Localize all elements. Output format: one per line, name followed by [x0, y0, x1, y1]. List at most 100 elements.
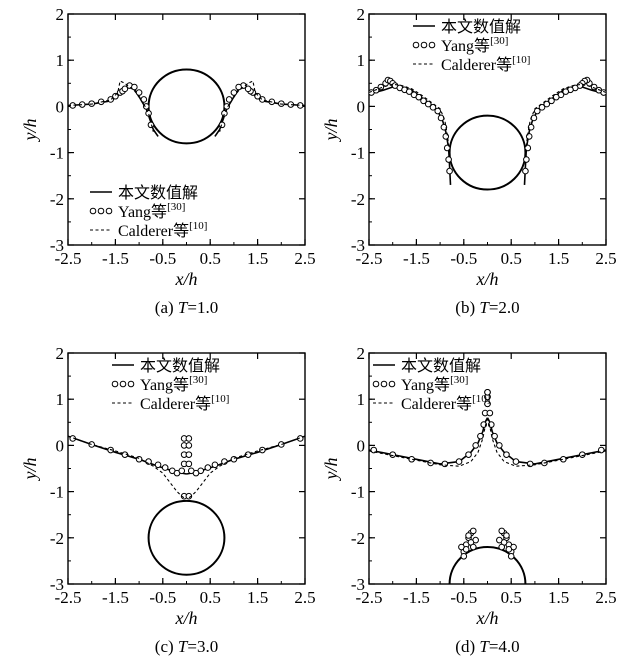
- chart-b-legend-label-0: 本文数值解: [441, 18, 521, 36]
- chart-c-plot-area: [68, 435, 305, 576]
- chart-a-legend-marker-1: [105, 207, 113, 215]
- chart-a-series-1-marker: [218, 121, 226, 129]
- chart-b-legend-ref-1: [30]: [490, 35, 508, 47]
- chart-a-series-1-marker: [235, 83, 242, 91]
- chart-b-series-0-line: [369, 86, 452, 185]
- chart-b-y-tick-label: 0: [357, 97, 366, 116]
- chart-a-legend-label-2: Calderer等[10]: [118, 220, 207, 240]
- chart-b-x-tick-label: -0.5: [450, 249, 477, 268]
- chart-a-series-1-marker: [221, 110, 228, 117]
- chart-b-series-1-marker: [420, 97, 427, 105]
- chart-a-series-1-marker: [131, 83, 138, 91]
- chart-d-series-3-marker: [469, 527, 477, 535]
- chart-b-series-1-marker: [446, 167, 453, 175]
- chart-a-x-tick-label: 2.5: [294, 249, 315, 268]
- chart-d-legend-label-1: Yang等[30]: [401, 374, 468, 394]
- chart-a-legend-label-0: 本文数值解: [118, 184, 198, 202]
- chart-d-series-3-marker: [460, 552, 468, 560]
- chart-c-series-2-line: [68, 435, 186, 499]
- chart-d-legend-marker-1: [380, 380, 388, 388]
- chart-b-y-axis-label: y/h: [321, 119, 341, 143]
- chart-c-series-1-marker: [204, 464, 212, 471]
- chart-b-series-1-marker: [415, 93, 423, 101]
- chart-d-x-tick-label: -2.5: [356, 588, 383, 607]
- chart-b-legend-marker-1: [412, 41, 420, 49]
- chart-b-legend-marker-1: [428, 41, 436, 49]
- chart-a-x-tick-label: 1.5: [247, 249, 268, 268]
- chart-d-series-1-marker: [465, 451, 472, 458]
- chart-b-series-1-marker: [405, 88, 413, 95]
- chart-c-caption-prefix: (c): [155, 637, 178, 656]
- chart-d-y-tick-label: -1: [351, 483, 365, 502]
- chart-a-series-1-marker: [121, 85, 129, 93]
- chart-c-y-tick-label: -3: [50, 575, 64, 594]
- chart-a-y-tick-label: -2: [50, 190, 64, 209]
- chart-a-series-1-marker: [254, 92, 261, 100]
- chart-a-legend-name-0: 本文数值解: [118, 184, 198, 202]
- chart-d-series-3-marker: [498, 543, 506, 551]
- chart-a-x-tick-label: -1.5: [102, 249, 129, 268]
- chart-b-caption-prefix: (b): [455, 298, 479, 317]
- chart-d-series-1-marker: [486, 409, 494, 417]
- chart-a-series-1-marker: [147, 121, 155, 129]
- chart-b-series-1-marker: [445, 156, 452, 163]
- chart-b-y-tick-label: 1: [357, 51, 366, 70]
- chart-c-y-tick-label: 0: [56, 436, 65, 455]
- chart-c-series-1-marker: [187, 467, 195, 475]
- chart-d-x-tick-label: 1.5: [548, 588, 569, 607]
- chart-d-y-tick-label: -2: [351, 529, 365, 548]
- chart-d-x-tick-label: 0.5: [501, 588, 522, 607]
- chart-d-series-1-marker: [477, 432, 484, 440]
- chart-c-legend-name-0: 本文数值解: [140, 357, 220, 375]
- chart-c-y-axis-label: y/h: [20, 458, 40, 482]
- chart-b-plot-area: [369, 76, 606, 191]
- chart-d-legend-ref-2: [10]: [472, 393, 490, 405]
- chart-a-series-1-marker: [145, 110, 152, 117]
- chart-d-series-1-marker: [491, 432, 498, 440]
- chart-b-x-tick-label: 0.5: [501, 249, 522, 268]
- chart-a-legend-ref-1: [30]: [167, 201, 185, 213]
- chart-d-series-1-marker: [389, 451, 397, 458]
- chart-b-series-1-marker: [543, 100, 551, 108]
- chart-a-y-tick-label: 2: [56, 5, 65, 24]
- chart-c-x-tick-label: -2.5: [55, 588, 82, 607]
- chart-b-x-tick-label: 1.5: [548, 249, 569, 268]
- chart-c-series-1-marker: [185, 451, 193, 458]
- chart-b-caption-value: =2.0: [489, 298, 520, 317]
- chart-c-series-1-marker: [185, 460, 193, 468]
- chart-c-caption-var: T: [178, 637, 189, 656]
- chart-b-series-1-marker: [530, 114, 538, 122]
- chart-a-series-1-marker: [112, 92, 119, 100]
- chart-b-series-1-marker: [424, 100, 432, 108]
- chart-d-series-1-marker: [370, 446, 378, 454]
- chart-c-caption-value: =3.0: [187, 637, 218, 656]
- chart-c-series-1-marker: [161, 464, 169, 471]
- chart-c-y-tick-label: 1: [56, 390, 65, 409]
- chart-b-caption-var: T: [479, 298, 490, 317]
- chart-d-series-1-marker: [455, 458, 463, 465]
- chart-d-cylinder-outline: [448, 546, 527, 584]
- chart-a-caption-prefix: (a): [155, 298, 178, 317]
- chart-d-legend-name-2: Calderer等: [401, 395, 472, 413]
- chart-c-x-tick-label: -1.5: [102, 588, 129, 607]
- chart-a-legend-name-2: Calderer等: [118, 222, 189, 240]
- chart-a-y-tick-label: -1: [50, 144, 64, 163]
- chart-c-x-tick-label: 0.5: [200, 588, 221, 607]
- chart-a-y-axis-label: y/h: [20, 119, 40, 143]
- chart-c-legend-name-2: Calderer等: [140, 395, 211, 413]
- chart-a-x-tick-label: -2.5: [55, 249, 82, 268]
- chart-d-y-tick-label: 2: [357, 344, 366, 363]
- chart-panel-a: -2.5 -1.5 -0.5 0.5 1.5 2.5 2 1 0 -1 -2 -3 x/h y/h (a) …: [20, 5, 316, 317]
- chart-d-series-3-marker: [503, 532, 510, 539]
- chart-d-series-3-marker: [505, 546, 513, 553]
- chart-c-legend-marker-1: [127, 380, 135, 388]
- chart-a-legend-marker-1: [89, 207, 97, 215]
- chart-d-y-tick-label: -3: [351, 575, 365, 594]
- chart-d-x-tick-label: -0.5: [450, 588, 477, 607]
- chart-a-legend-label-1: Yang等[30]: [118, 201, 185, 221]
- chart-a-y-tick-label: 1: [56, 51, 65, 70]
- chart-c-legend-label-2: Calderer等[10]: [140, 393, 229, 413]
- chart-b-y-tick-label: 2: [357, 5, 366, 24]
- chart-c-legend-label-1: Yang等[30]: [140, 374, 207, 394]
